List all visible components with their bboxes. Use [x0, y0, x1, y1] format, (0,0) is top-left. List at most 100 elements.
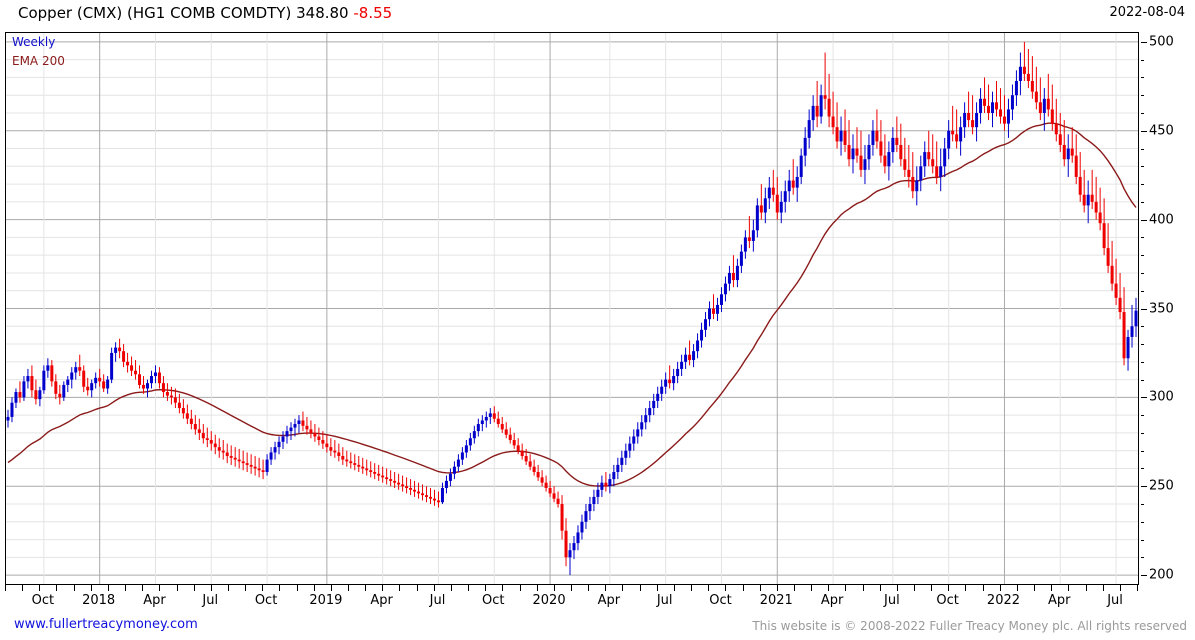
x-axis-label: Oct	[31, 593, 55, 608]
x-axis-tick	[5, 585, 6, 591]
x-axis-tick	[776, 585, 778, 591]
y-axis-label: 300	[1149, 389, 1174, 405]
x-axis-tick	[142, 585, 144, 591]
x-axis-tick	[536, 585, 538, 591]
x-axis-tick	[1034, 585, 1036, 591]
x-axis-tick	[896, 585, 898, 591]
chart-date: 2022-08-04	[1109, 5, 1185, 20]
y-axis-label: 250	[1149, 478, 1174, 494]
x-axis-label: Jul	[1107, 593, 1123, 608]
x-axis-tick	[862, 585, 864, 591]
x-axis-tick	[828, 585, 830, 591]
x-axis-tick	[742, 585, 744, 591]
ema-legend-label: EMA 200	[12, 54, 65, 68]
y-axis-tick	[1141, 504, 1144, 506]
x-axis-label: Oct	[936, 593, 959, 608]
x-axis-tick	[759, 585, 761, 591]
y-axis-label: 200	[1149, 567, 1174, 583]
x-axis-tick	[673, 585, 675, 591]
x-axis-tick	[107, 585, 109, 591]
x-axis-label: Jul	[656, 593, 673, 608]
x-axis-tick	[588, 585, 590, 591]
x-axis-tick	[914, 585, 916, 591]
x-axis-tick	[382, 585, 384, 591]
x-axis-label: Jul	[202, 593, 219, 608]
y-axis-tick	[1141, 361, 1144, 363]
chart-header: Copper (CMX) (HG1 COMB COMDTY) 348.80 -8…	[0, 0, 1195, 30]
x-axis-tick	[1119, 585, 1121, 591]
x-axis-tick	[90, 585, 92, 591]
x-axis-label: Jul	[884, 593, 900, 608]
page-title: Copper (CMX) (HG1 COMB COMDTY) 348.80 -8…	[18, 4, 392, 22]
y-axis-tick	[1141, 432, 1144, 434]
y-axis-tick	[1141, 397, 1147, 399]
x-axis-label: 2019	[309, 593, 343, 608]
y-axis-tick	[1141, 450, 1144, 452]
x-axis-tick	[571, 585, 572, 591]
x-axis-tick	[159, 585, 161, 591]
x-axis-tick	[348, 585, 350, 591]
x-axis-tick	[999, 585, 1001, 591]
x-axis-tick	[125, 585, 127, 591]
x-axis-label: Apr	[1048, 593, 1071, 608]
y-axis-tick	[1141, 344, 1144, 346]
y-axis-label: 350	[1149, 301, 1174, 316]
y-axis-tick	[1141, 201, 1144, 203]
last-price: 348.80	[296, 4, 349, 22]
y-axis-tick	[1141, 415, 1144, 417]
x-axis-tick	[811, 585, 813, 591]
x-axis-tick	[553, 585, 555, 591]
chart-canvas	[6, 33, 1138, 584]
x-axis-tick	[656, 585, 658, 591]
y-axis-tick	[1141, 148, 1144, 150]
x-axis-tick	[262, 585, 264, 591]
y-axis-label: 500	[1149, 34, 1174, 50]
y-axis-tick	[1141, 521, 1144, 523]
x-axis-tick	[1016, 585, 1018, 591]
x-axis-tick	[879, 585, 881, 591]
y-axis-tick	[1141, 41, 1147, 43]
x-axis-tick	[279, 585, 281, 591]
x-axis-tick	[193, 585, 195, 591]
y-axis-label: 450	[1149, 123, 1174, 139]
x-axis-label: 2018	[82, 593, 116, 608]
y-axis-tick	[1141, 272, 1144, 274]
x-axis-tick	[1102, 585, 1104, 591]
y-axis: 200 250 300 350 400 450 500	[1141, 32, 1195, 585]
x-axis-tick	[485, 585, 487, 591]
x-axis-tick	[450, 585, 452, 591]
y-axis-tick	[1141, 255, 1144, 257]
x-axis-tick	[1085, 585, 1087, 591]
x-axis-tick	[605, 585, 607, 591]
site-link[interactable]: www.fullertreacymoney.com	[14, 617, 198, 632]
x-axis-tick	[176, 585, 178, 591]
x-axis-tick	[399, 585, 401, 591]
y-axis-tick	[1141, 77, 1144, 79]
price-change: -8.55	[353, 4, 393, 22]
x-axis-tick	[965, 585, 967, 591]
copyright-text: This website is © 2008-2022 Fuller Treac…	[752, 619, 1187, 633]
chart-plot-area[interactable]	[5, 32, 1139, 585]
y-axis-label: 400	[1149, 212, 1174, 228]
x-axis-tick	[519, 585, 521, 591]
x-axis-tick	[330, 585, 332, 591]
x-axis-tick	[39, 585, 41, 591]
x-axis-tick	[725, 585, 727, 591]
x-axis-label: Oct	[482, 593, 505, 608]
y-axis-tick	[1141, 130, 1147, 132]
x-axis-tick	[502, 585, 504, 591]
x-axis: Oct 2018 Apr Jul Oct 2019 Apr Jul Oct 2020 Apr Jul O…	[5, 585, 1139, 611]
x-axis-tick	[433, 585, 435, 591]
x-axis-label: Apr	[370, 593, 393, 608]
x-axis-label: 2021	[759, 593, 793, 608]
x-axis-tick	[948, 585, 950, 591]
x-axis-tick	[313, 585, 315, 591]
x-axis-tick	[1051, 585, 1053, 591]
y-axis-tick	[1141, 486, 1147, 488]
y-axis-tick	[1141, 184, 1144, 186]
y-axis-tick	[1141, 326, 1144, 328]
x-axis-label: Apr	[597, 593, 621, 608]
y-axis-tick	[1141, 539, 1144, 541]
x-axis-tick	[56, 585, 58, 591]
